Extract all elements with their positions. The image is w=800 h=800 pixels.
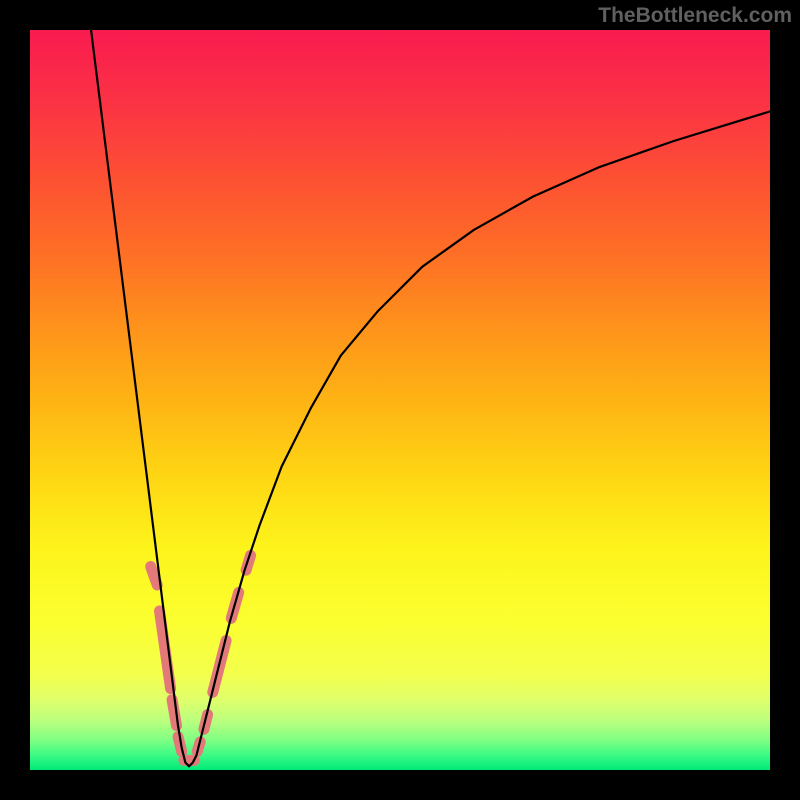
marker-segment	[151, 567, 158, 586]
chart-svg	[0, 0, 800, 800]
watermark-text: TheBottleneck.com	[598, 4, 792, 28]
bottleneck-chart: TheBottleneck.com	[0, 0, 800, 800]
chart-plot-background	[30, 30, 770, 770]
